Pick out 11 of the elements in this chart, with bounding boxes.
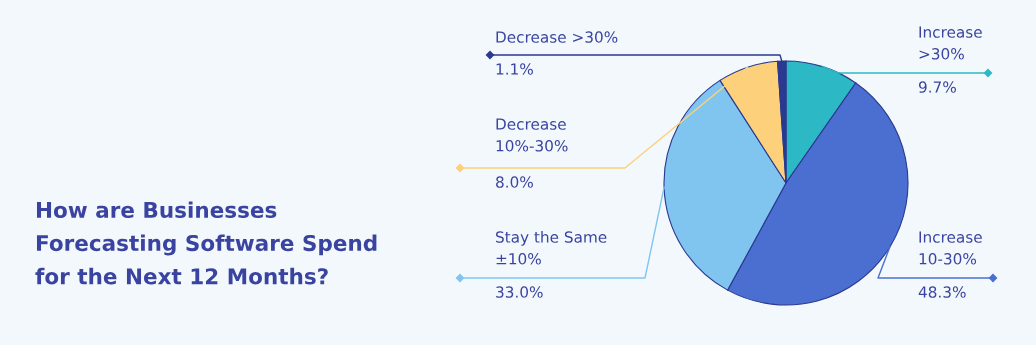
data-label: 1.1% [496,63,533,75]
slice-label: Stay the Same ±10% [496,231,607,265]
slice-label: Decrease 10%-30% [496,118,568,152]
slice-label: Decrease >30% [496,31,618,43]
data-label: 33.0% [496,286,543,298]
slice-label: Increase 10-30% [919,231,982,265]
slice-label: Increase >30% [919,26,982,60]
text: How are Businesses Forecasting Software Spend for the Next 12 Months? [35,201,377,285]
data-label: 9.7% [918,81,956,93]
data-label: 48.3% [918,286,966,298]
data-label: 8.0% [496,176,533,188]
